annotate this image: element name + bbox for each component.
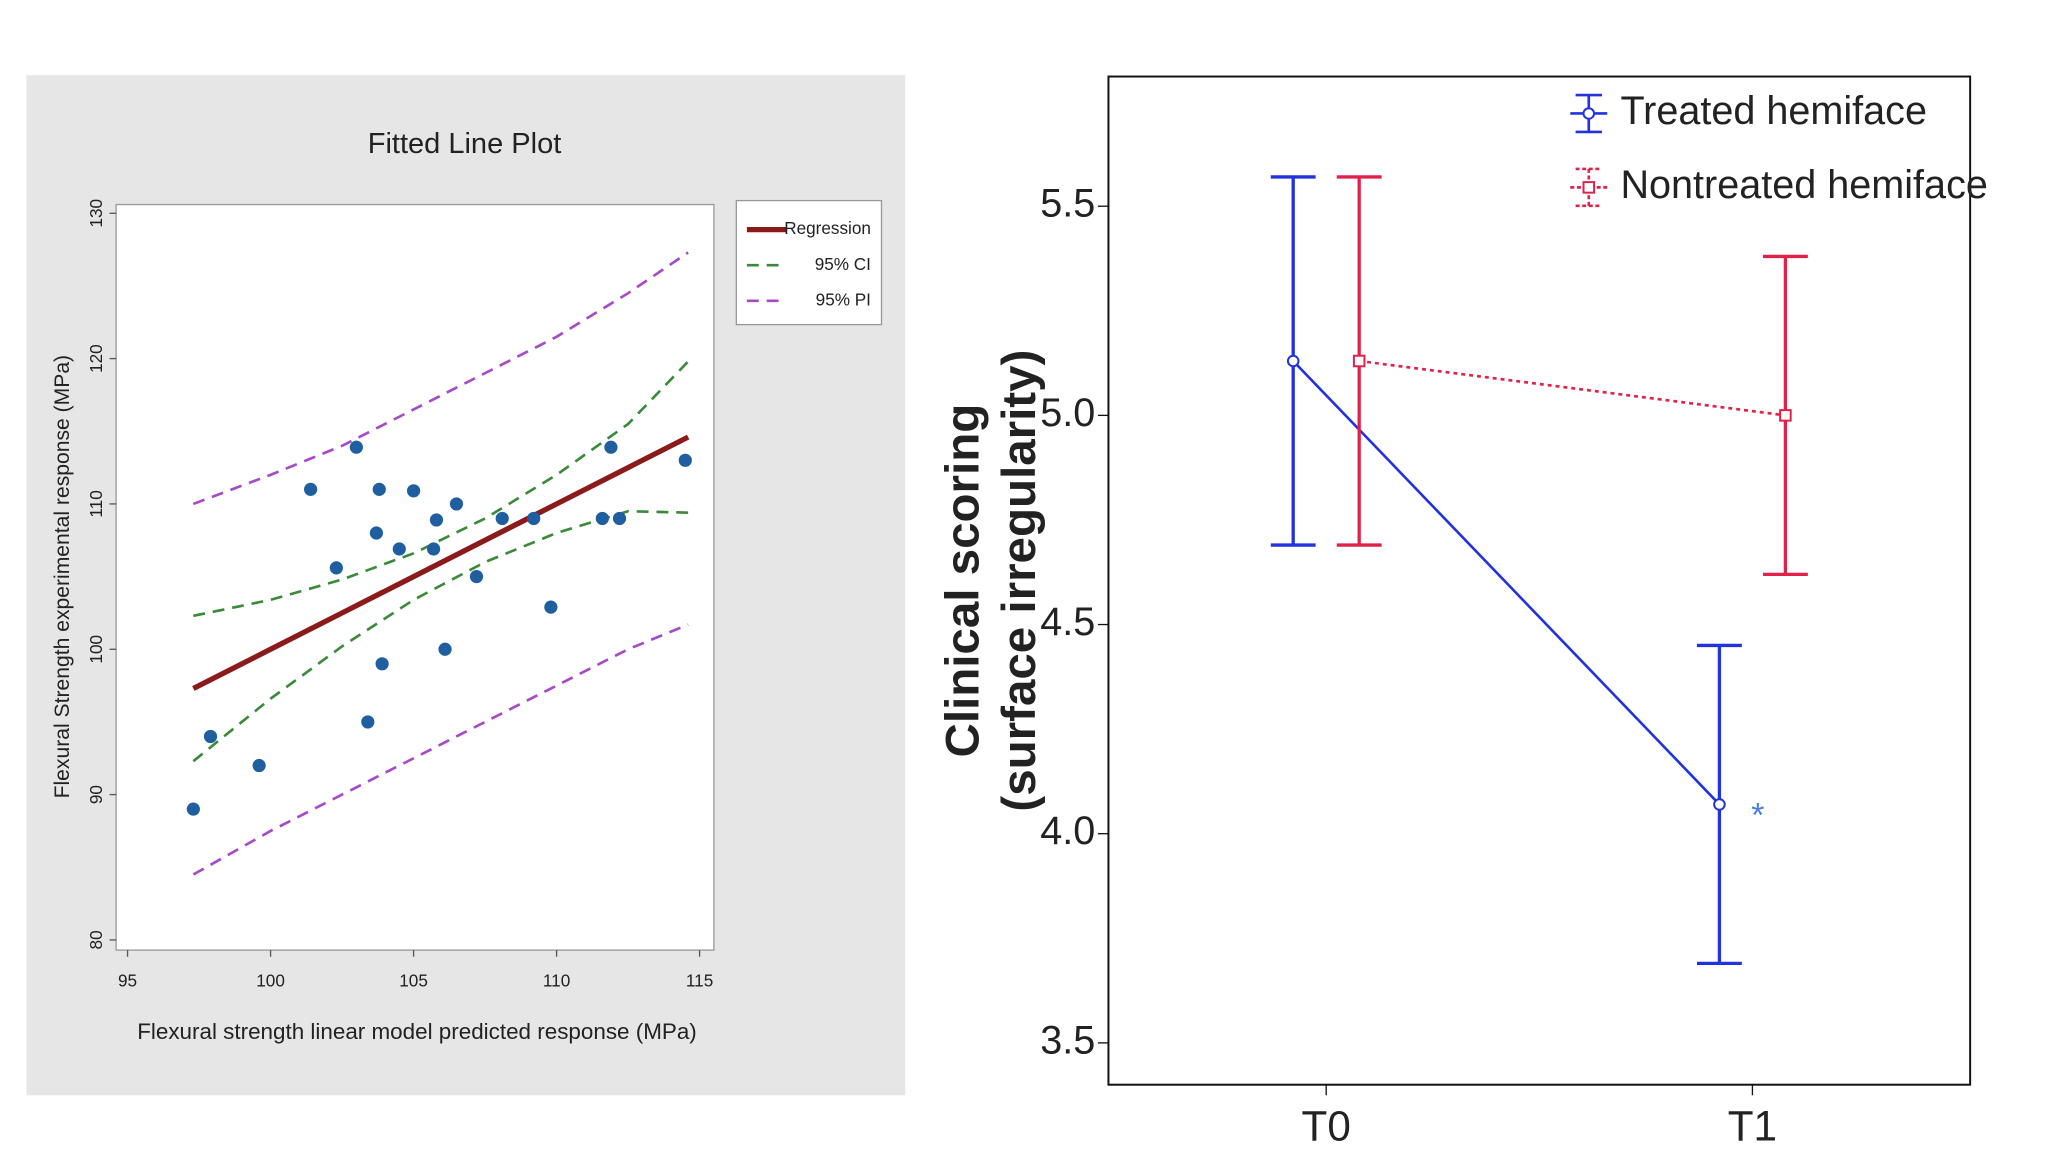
- data-point: [527, 511, 541, 526]
- annotation: *: [1751, 797, 1764, 835]
- data-point: [329, 561, 343, 575]
- legend-swatch: [1570, 167, 1608, 208]
- data-point: [495, 511, 509, 526]
- x-tick-label: 100: [256, 970, 285, 990]
- fit-line: [193, 360, 690, 618]
- legend-marker: [1582, 181, 1596, 194]
- x-tick-label: 105: [399, 970, 428, 990]
- x-axis-label: Flexural strength linear model predicted…: [137, 1019, 697, 1044]
- data-point: [612, 511, 627, 526]
- legend-label: Regression: [784, 218, 871, 238]
- y-tick-label: 90: [86, 785, 106, 804]
- data-point: [369, 526, 383, 540]
- legend-label: Nontreated hemiface: [1620, 163, 1987, 207]
- fit-line: [192, 251, 689, 506]
- data-point: [429, 513, 444, 527]
- y-axis-label: (surface irregularity): [993, 350, 1046, 812]
- x-tick-label: 110: [543, 970, 570, 990]
- fit-line: [192, 434, 690, 691]
- data-point: [1713, 798, 1726, 811]
- data-point: [595, 511, 609, 526]
- y-tick-label: 110: [86, 490, 106, 517]
- x-tick-label: 115: [686, 970, 713, 990]
- fit-line: [192, 623, 689, 876]
- data-point: [1779, 409, 1792, 422]
- y-tick-label: 130: [86, 199, 106, 228]
- data-point: [427, 542, 441, 556]
- data-point: [469, 569, 484, 584]
- y-tick-label: 80: [86, 930, 106, 949]
- plot-frame: [1107, 75, 1972, 1086]
- data-point: [349, 440, 363, 454]
- legend-box: [735, 199, 883, 326]
- data-point: [372, 482, 386, 496]
- data-point: [252, 758, 266, 773]
- legend-marker: [1582, 107, 1596, 120]
- data-point: [361, 715, 375, 729]
- data-point: [449, 497, 464, 511]
- data-point: [438, 642, 452, 656]
- x-tick-label: T1: [1728, 1103, 1777, 1150]
- y-tick-label: 4.0: [1040, 809, 1095, 853]
- data-point: [406, 484, 421, 498]
- legend-label: 95% PI: [816, 289, 871, 309]
- y-tick-label: 5.5: [1040, 182, 1095, 226]
- data-point: [304, 482, 318, 496]
- y-tick-label: 5.0: [1040, 391, 1095, 435]
- data-point: [375, 657, 389, 671]
- x-tick-label: 95: [118, 970, 137, 990]
- chart-title: Fitted Line Plot: [368, 128, 562, 160]
- series-line: [1292, 360, 1721, 806]
- y-tick-label: 100: [86, 635, 106, 664]
- data-point: [1286, 354, 1300, 368]
- legend-label: Treated hemiface: [1620, 89, 1927, 133]
- data-point: [678, 453, 692, 467]
- legend-label: 95% CI: [815, 254, 871, 274]
- data-point: [392, 542, 406, 556]
- series-line: [1359, 359, 1786, 417]
- data-point: [186, 802, 200, 816]
- x-tick-label: T0: [1302, 1103, 1351, 1150]
- y-tick-label: 3.5: [1040, 1018, 1095, 1062]
- y-tick-label: 4.5: [1040, 600, 1095, 644]
- y-tick-label: 120: [86, 344, 106, 373]
- y-axis-label: Clinical scoring: [936, 404, 989, 758]
- data-point: [203, 729, 218, 744]
- data-point: [1352, 354, 1366, 368]
- y-axis-label: Flexural Strength experimental response …: [51, 355, 74, 799]
- data-point: [544, 600, 558, 614]
- data-point: [604, 440, 618, 454]
